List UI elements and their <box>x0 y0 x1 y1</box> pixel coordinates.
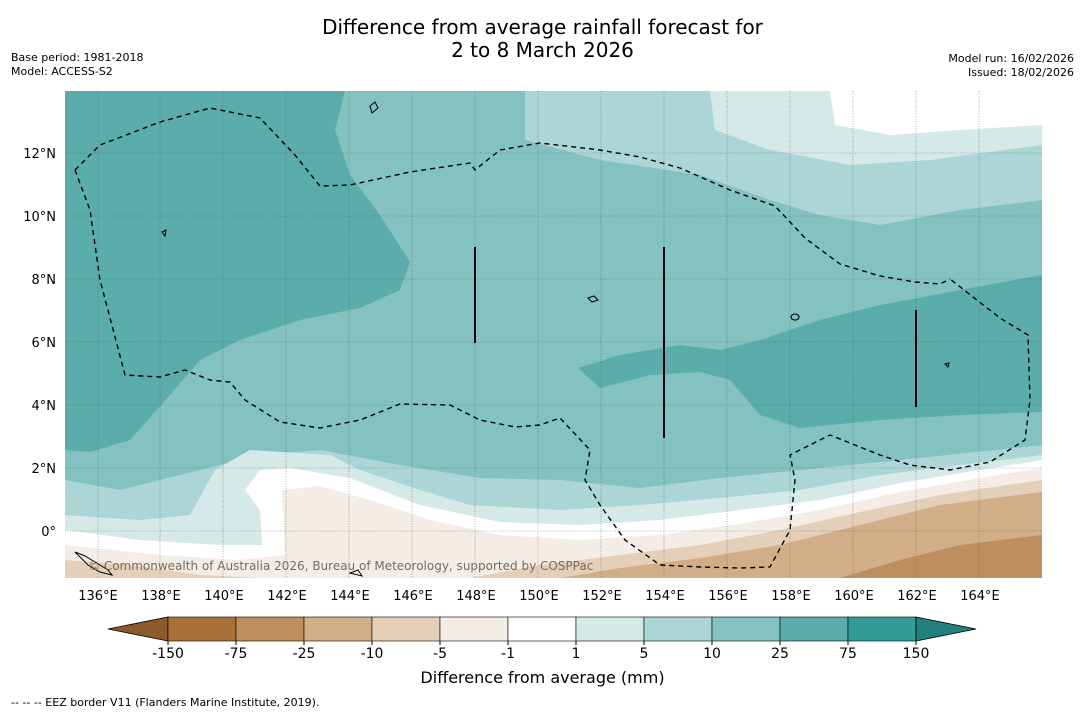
eez-border-west <box>74 107 951 285</box>
map-contours: © Commonwealth of Australia 2026, Bureau… <box>65 91 1042 578</box>
colorbar-title: Difference from average (mm) <box>420 668 665 687</box>
colorbar-label: 5 <box>640 646 649 662</box>
metadata-right: Model run: 16/02/2026 Issued: 18/02/2026 <box>948 52 1074 80</box>
colorbar-bin <box>575 616 645 642</box>
colorbar-label: -1 <box>501 646 515 662</box>
colorbar: -150 -75 -25 -10 -5 -1 1 5 10 25 75 150 <box>107 616 977 662</box>
colorbar-label: 150 <box>903 646 930 662</box>
x-tick-label: 146°E <box>393 589 433 604</box>
x-tick-label: 160°E <box>834 589 874 604</box>
x-tick-label: 144°E <box>330 589 370 604</box>
colorbar-label: -5 <box>433 646 447 662</box>
colorbar-extend-min <box>107 616 169 642</box>
colorbar-bin <box>643 616 713 642</box>
x-tick-label: 148°E <box>456 589 496 604</box>
y-tick-label: 12°N <box>23 147 56 162</box>
contour-dry-strong <box>840 535 1042 578</box>
island-outlines <box>74 101 950 577</box>
issued-label: Issued: 18/02/2026 <box>967 66 1074 79</box>
y-tick-label: 4°N <box>32 399 57 414</box>
x-tick-label: 158°E <box>771 589 811 604</box>
copyright-text: © Commonwealth of Australia 2026, Bureau… <box>88 559 593 573</box>
colorbar-bin <box>303 616 373 642</box>
x-tick-label: 136°E <box>78 589 118 604</box>
colorbar-label: 10 <box>703 646 721 662</box>
x-tick-label: 162°E <box>897 589 937 604</box>
base-period-label: Base period: 1981-2018 <box>11 51 144 64</box>
eez-border-west-south <box>74 169 1031 569</box>
colorbar-label: 25 <box>771 646 789 662</box>
x-tick-label: 164°E <box>960 589 1000 604</box>
colorbar-label: 1 <box>572 646 581 662</box>
contour-wet-east <box>578 275 1042 428</box>
x-axis-ticks: 136°E 138°E 140°E 142°E 144°E 146°E 148°E 150°E… <box>78 589 1000 604</box>
x-tick-label: 138°E <box>141 589 181 604</box>
model-run-label: Model run: 16/02/2026 <box>948 52 1074 65</box>
colorbar-bin <box>439 616 509 642</box>
colorbar-bin <box>371 616 441 642</box>
y-tick-label: 8°N <box>32 273 57 288</box>
x-tick-label: 140°E <box>204 589 244 604</box>
colorbar-bin <box>167 616 237 642</box>
colorbar-label: -75 <box>225 646 248 662</box>
x-tick-label: 150°E <box>519 589 559 604</box>
colorbar-label: -10 <box>361 646 384 662</box>
chart-title-line-1: Difference from average rainfall forecas… <box>322 15 763 39</box>
colorbar-bin <box>711 616 781 642</box>
y-tick-label: 10°N <box>23 210 56 225</box>
colorbar-bin <box>507 616 577 642</box>
contour-neutral-north <box>830 91 1042 135</box>
model-label: Model: ACCESS-S2 <box>11 65 113 78</box>
x-tick-label: 142°E <box>267 589 307 604</box>
y-axis-ticks: 12°N 10°N 8°N 6°N 4°N 2°N 0° <box>23 147 56 540</box>
colorbar-label: 75 <box>839 646 857 662</box>
colorbar-bin <box>779 616 849 642</box>
x-tick-label: 154°E <box>645 589 685 604</box>
contour-wet-west <box>65 91 410 452</box>
y-tick-label: 6°N <box>32 336 57 351</box>
colorbar-label: -150 <box>152 646 184 662</box>
x-tick-label: 156°E <box>708 589 748 604</box>
chart-title-line-2: 2 to 8 March 2026 <box>451 38 634 62</box>
colorbar-extend-max <box>915 616 977 642</box>
colorbar-bin <box>235 616 305 642</box>
y-tick-label: 2°N <box>32 462 57 477</box>
colorbar-bin <box>847 616 917 642</box>
colorbar-label: -25 <box>293 646 316 662</box>
x-tick-label: 152°E <box>582 589 622 604</box>
y-tick-label: 0° <box>41 525 56 540</box>
eez-footnote: -- -- -- EEZ border V11 (Flanders Marine… <box>11 696 320 709</box>
metadata-left: Base period: 1981-2018 Model: ACCESS-S2 <box>11 51 143 79</box>
